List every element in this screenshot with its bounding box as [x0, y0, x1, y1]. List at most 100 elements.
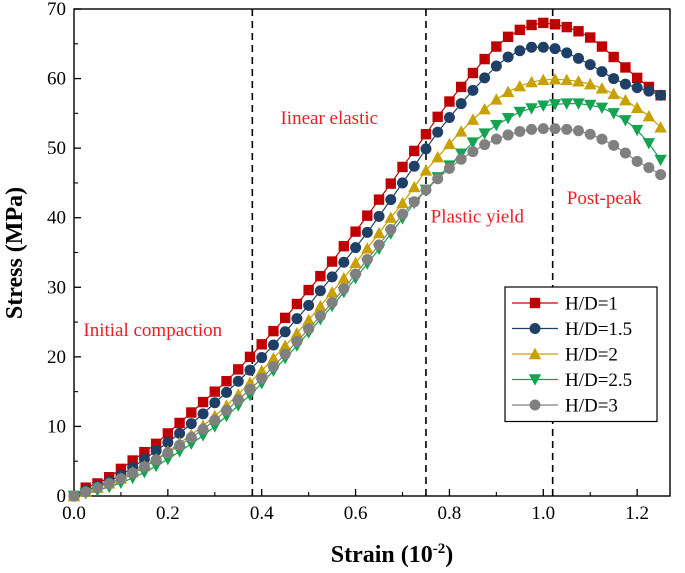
data-point: [150, 445, 162, 457]
data-point: [256, 372, 268, 384]
legend-entry: H/D=3: [512, 396, 618, 417]
data-point: [338, 241, 350, 252]
data-point: [467, 67, 479, 79]
data-point: [127, 455, 138, 466]
data-point: [537, 100, 550, 112]
data-point: [490, 60, 502, 72]
data-point: [513, 106, 527, 119]
data-point: [408, 196, 420, 208]
data-point: [548, 99, 562, 111]
data-point: [397, 208, 409, 220]
y-tick-label: 50: [47, 138, 66, 159]
data-point: [572, 125, 584, 137]
data-point: [443, 137, 456, 150]
y-tick-label: 40: [47, 208, 66, 229]
x-tick-label: 0.2: [156, 503, 180, 524]
data-point: [419, 164, 433, 176]
data-point: [197, 396, 209, 408]
data-point: [643, 85, 655, 97]
legend-label: H/D=2: [565, 345, 618, 366]
data-point: [233, 364, 244, 375]
legend-entry: H/D=1: [512, 294, 618, 315]
data-point: [478, 128, 491, 140]
legend-entry: H/D=2: [512, 345, 618, 366]
data-point: [232, 375, 244, 387]
data-point: [607, 87, 620, 100]
data-point: [303, 323, 315, 335]
y-axis-title: Stress (MPa): [2, 187, 28, 319]
data-point: [279, 312, 291, 324]
data-point: [619, 93, 632, 106]
data-point: [325, 285, 339, 298]
data-point: [362, 210, 373, 221]
data-point: [631, 72, 643, 84]
data-point: [560, 98, 573, 110]
data-point: [115, 463, 127, 475]
data-point: [279, 326, 291, 338]
data-point: [138, 461, 150, 473]
data-point: [502, 51, 514, 63]
data-point: [525, 103, 538, 115]
data-point: [197, 423, 209, 435]
data-point: [338, 283, 350, 295]
data-point: [595, 82, 609, 94]
data-point: [491, 41, 502, 52]
data-point: [537, 123, 549, 135]
data-point: [514, 24, 526, 36]
series-2: [68, 41, 667, 502]
data-point: [607, 108, 620, 120]
data-point: [432, 126, 444, 138]
y-tick-label: 0: [57, 486, 67, 507]
data-point: [256, 339, 267, 350]
data-point: [514, 45, 526, 57]
legend-marker: [528, 374, 542, 386]
data-point: [243, 376, 257, 388]
x-tick-label: 0.4: [250, 503, 274, 524]
data-point: [408, 160, 420, 172]
data-point: [361, 242, 374, 254]
x-axis-title-exponent: -2: [433, 541, 446, 557]
legend-label: H/D=1.5: [565, 319, 632, 340]
data-point: [278, 339, 292, 351]
data-point: [268, 325, 279, 337]
data-point: [501, 113, 515, 125]
stage-annotation: Plastic yield: [431, 207, 525, 228]
data-point: [584, 128, 596, 140]
data-point: [654, 154, 667, 167]
data-point: [255, 364, 268, 376]
data-point: [291, 298, 303, 310]
data-point: [479, 53, 490, 65]
data-point: [350, 268, 362, 280]
data-point: [585, 32, 596, 43]
stage-annotation: Iinear elastic: [280, 108, 378, 129]
data-point: [80, 486, 92, 498]
x-tick-label: 1.0: [531, 503, 555, 524]
data-point: [314, 299, 327, 312]
data-point: [526, 41, 538, 53]
data-point: [267, 361, 279, 373]
data-point: [466, 137, 480, 149]
data-point: [185, 418, 197, 430]
data-point: [291, 313, 303, 325]
data-point: [350, 242, 362, 254]
legend-label: H/D=2.5: [565, 370, 632, 391]
data-point: [466, 113, 480, 125]
data-point: [174, 439, 186, 451]
data-point: [443, 112, 455, 124]
data-point: [490, 119, 503, 132]
data-point: [303, 284, 314, 296]
series-1: [68, 17, 666, 502]
data-point: [267, 339, 279, 351]
data-point: [444, 96, 455, 107]
data-point: [596, 41, 608, 52]
data-point: [244, 364, 256, 376]
data-point: [549, 19, 561, 30]
series-5: [68, 123, 667, 502]
data-point: [315, 270, 326, 282]
data-point: [549, 123, 561, 135]
data-point: [501, 85, 515, 97]
data-point: [314, 310, 326, 322]
x-tick-label: 1.2: [625, 503, 649, 524]
stage-annotation: Initial compaction: [83, 320, 222, 341]
data-point: [326, 256, 338, 267]
